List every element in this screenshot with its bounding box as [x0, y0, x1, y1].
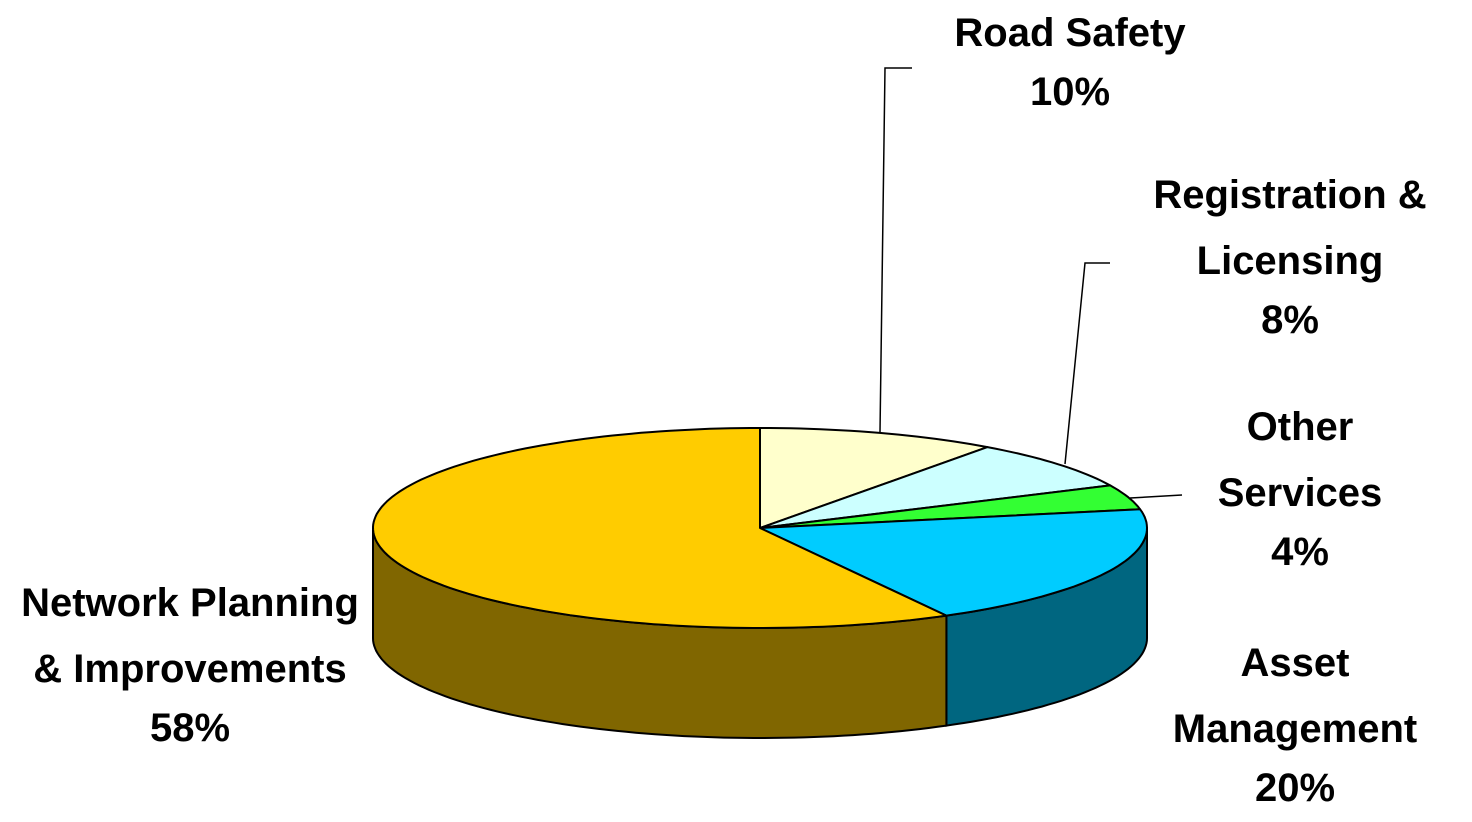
slice-label: Road Safety 10%	[910, 0, 1230, 118]
category-label: Other Services	[1217, 405, 1383, 515]
value-label: 58%	[149, 706, 231, 750]
slice-label: Other Services 4%	[1170, 394, 1430, 578]
pie-tops	[372, 427, 1148, 629]
value-label: 8%	[1261, 298, 1319, 342]
leader-lines	[879, 67, 1183, 499]
leader-line	[1064, 262, 1110, 465]
pie-slice	[759, 446, 1112, 529]
leader-line	[879, 67, 912, 433]
value-label: 10%	[1029, 70, 1111, 114]
category-label: Asset Management	[1172, 641, 1418, 751]
value-label: 4%	[1271, 530, 1329, 574]
slice-label: Network Planning & Improvements 58%	[5, 570, 375, 754]
slice-label: Asset Management 20%	[1125, 630, 1465, 814]
leader-line	[1129, 494, 1183, 499]
slice-label: Registration & Licensing 8%	[1110, 162, 1470, 346]
pie-slice	[759, 508, 1148, 617]
pie-slice	[759, 427, 989, 529]
value-label: 20%	[1254, 766, 1336, 810]
pie-slice	[372, 427, 948, 629]
category-label: Road Safety	[954, 11, 1186, 55]
pie-slice	[759, 484, 1142, 529]
category-label: Registration & Licensing	[1153, 173, 1427, 283]
category-label: Network Planning & Improvements	[21, 581, 359, 691]
